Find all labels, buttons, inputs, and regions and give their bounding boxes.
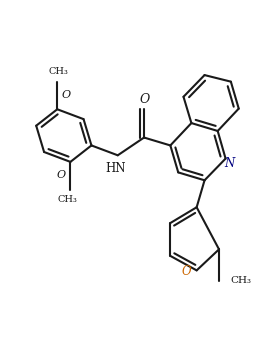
Text: HN: HN [105, 162, 125, 175]
Text: O: O [57, 170, 66, 180]
Text: N: N [224, 157, 235, 170]
Text: O: O [140, 93, 150, 106]
Text: CH₃: CH₃ [58, 195, 78, 204]
Text: O: O [181, 265, 191, 278]
Text: O: O [62, 90, 71, 100]
Text: CH₃: CH₃ [49, 67, 69, 76]
Text: CH₃: CH₃ [231, 276, 252, 285]
